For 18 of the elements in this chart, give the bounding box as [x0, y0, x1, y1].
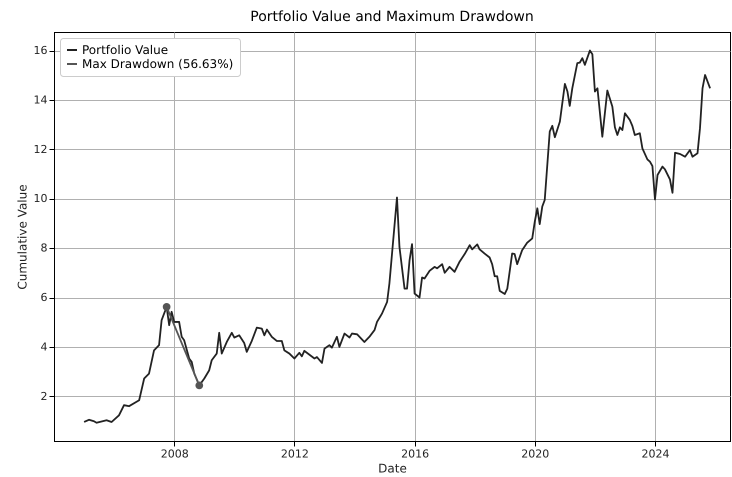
x-tick-label: 2012 [280, 448, 309, 460]
y-tick-label: 10 [34, 192, 48, 206]
y-tick-label: 4 [40, 340, 48, 354]
x-tick-label: 2024 [641, 448, 670, 460]
legend-label: Portfolio Value [82, 43, 168, 57]
x-tick-label: 2020 [521, 448, 550, 460]
y-axis-title: Cumulative Value [16, 184, 30, 290]
legend-label: Max Drawdown (56.63%) [82, 57, 234, 71]
y-tick-label: 12 [34, 142, 48, 156]
y-tick-label: 2 [40, 390, 48, 403]
x-tick-label: 2008 [160, 448, 189, 460]
y-tick-label: 6 [40, 291, 48, 304]
y-tick-label: 16 [34, 44, 48, 58]
y-tick-label: 14 [34, 93, 48, 106]
chart-title: Portfolio Value and Maximum Drawdown [250, 9, 534, 25]
x-axis-title: Date [378, 462, 407, 476]
y-tick-label: 8 [40, 242, 48, 255]
x-tick-label: 2016 [401, 448, 430, 460]
